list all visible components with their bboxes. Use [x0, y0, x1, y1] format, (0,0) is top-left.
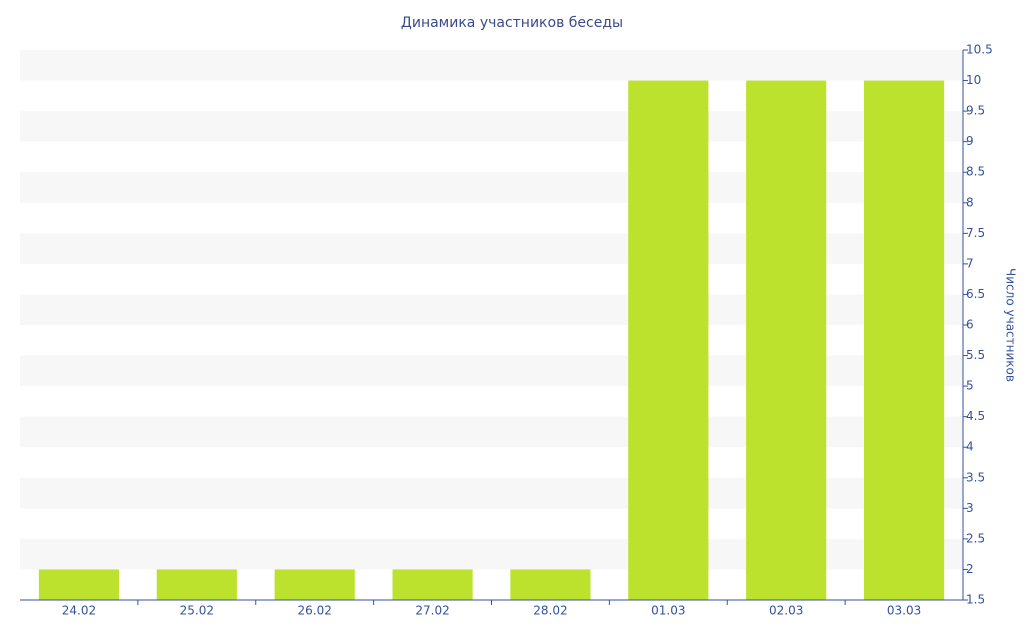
y-tick-label: 6.5: [966, 287, 985, 301]
x-tick-label: 27.02: [415, 604, 449, 618]
grid-band: [20, 50, 963, 81]
y-tick-label: 5: [966, 379, 974, 393]
x-tick-label: 02.03: [769, 604, 803, 618]
y-tick-label: 3.5: [966, 470, 985, 484]
bar: [274, 569, 355, 600]
x-tick-label: 26.02: [298, 604, 332, 618]
x-tick-label: 03.03: [887, 604, 921, 618]
y-tick-label: 4: [966, 440, 974, 454]
bar: [863, 80, 945, 601]
y-tick-label: 1.5: [966, 593, 985, 607]
bar: [628, 80, 709, 601]
y-tick-label: 8.5: [966, 165, 985, 179]
bar: [746, 80, 827, 601]
x-tick-label: 24.02: [62, 604, 96, 618]
y-tick-label: 5.5: [966, 348, 985, 362]
y-tick-label: 7: [966, 256, 974, 270]
x-tick-label: 28.02: [533, 604, 567, 618]
y-tick-label: 8: [966, 195, 974, 209]
y-tick-label: 7.5: [966, 226, 985, 240]
y-tick-label: 2.5: [966, 531, 985, 545]
y-tick-label: 4.5: [966, 409, 985, 423]
bar: [156, 569, 237, 600]
y-tick-label: 6: [966, 318, 974, 332]
x-tick-label: 25.02: [180, 604, 214, 618]
x-tick-label: 01.03: [651, 604, 685, 618]
bar: [38, 569, 120, 600]
y-tick-label: 3: [966, 501, 974, 515]
y-tick-label: 10.5: [966, 43, 993, 57]
bar: [392, 569, 473, 600]
y-axis-label: Число участников: [1004, 268, 1018, 382]
y-tick-label: 10: [966, 73, 981, 87]
chart-title: Динамика участников беседы: [401, 15, 623, 31]
bar: [510, 569, 591, 600]
y-tick-label: 9: [966, 134, 974, 148]
y-tick-label: 9.5: [966, 104, 985, 118]
y-tick-label: 2: [966, 562, 974, 576]
